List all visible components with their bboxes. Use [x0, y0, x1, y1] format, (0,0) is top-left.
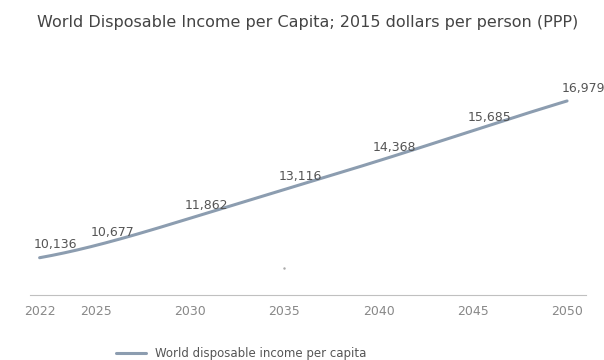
- Text: 14,368: 14,368: [373, 141, 417, 154]
- Title: World Disposable Income per Capita; 2015 dollars per person (PPP): World Disposable Income per Capita; 2015…: [37, 14, 579, 30]
- World disposable income per capita: [38, 255, 45, 260]
- Text: 10,677: 10,677: [91, 226, 134, 239]
- Text: 15,685: 15,685: [467, 111, 511, 124]
- World disposable income per capita: [36, 256, 43, 260]
- World disposable income per capita: [350, 166, 357, 171]
- World disposable income per capita: [564, 99, 571, 103]
- Text: 13,116: 13,116: [279, 170, 322, 183]
- Text: 11,862: 11,862: [185, 199, 228, 212]
- Legend: World disposable income per capita: World disposable income per capita: [112, 342, 371, 360]
- Text: 16,979: 16,979: [561, 81, 604, 95]
- World disposable income per capita: [359, 164, 366, 168]
- World disposable income per capita: [349, 167, 356, 171]
- World disposable income per capita: [481, 125, 488, 129]
- Text: 10,136: 10,136: [34, 238, 77, 251]
- World disposable income per capita: [514, 114, 521, 118]
- Line: World disposable income per capita: World disposable income per capita: [40, 101, 567, 258]
